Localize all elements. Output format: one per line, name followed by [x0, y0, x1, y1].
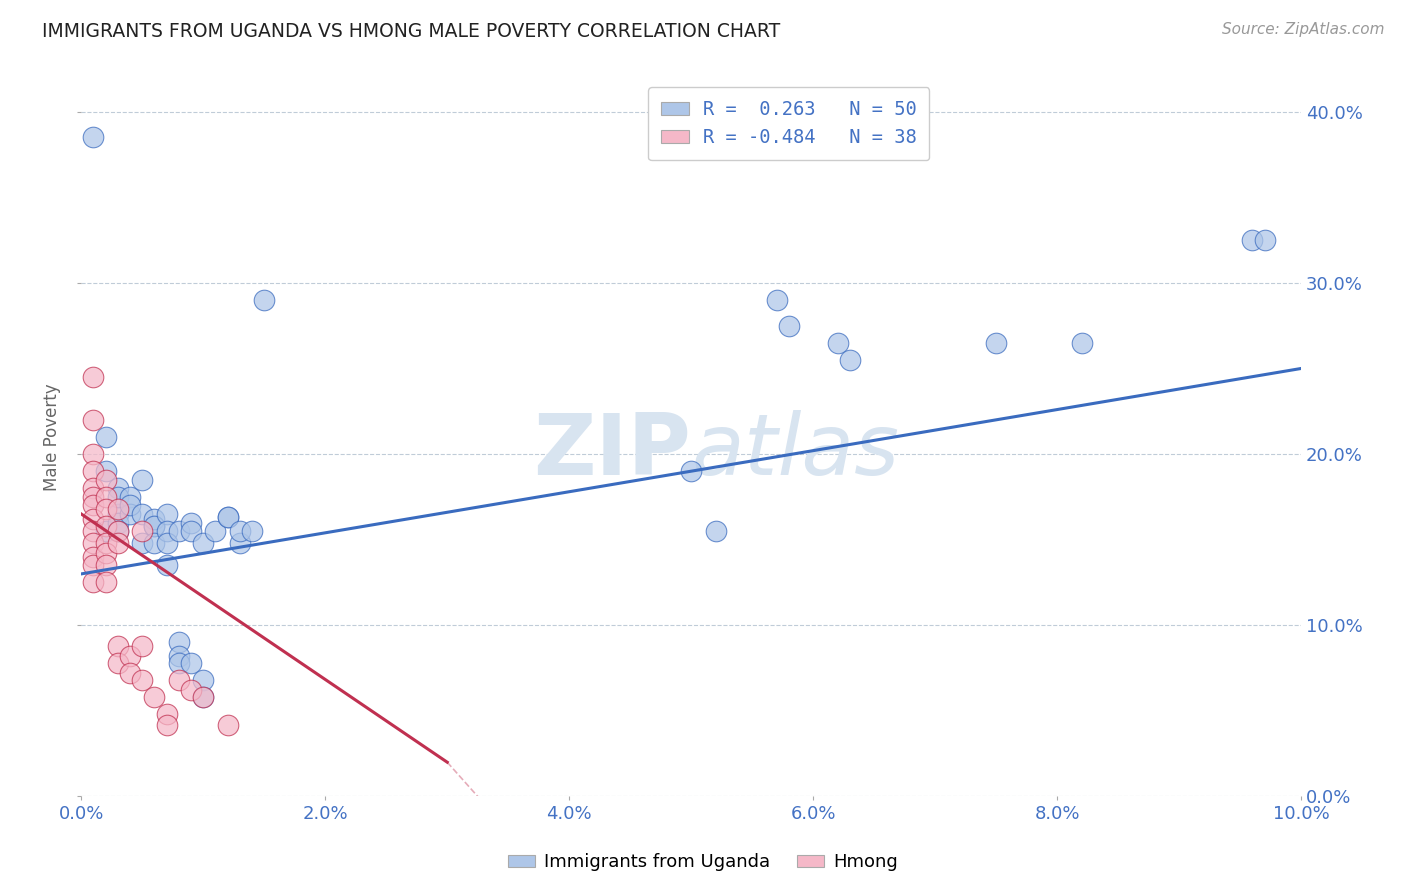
Point: [82, 447, 104, 461]
Point: [94, 430, 117, 444]
Point: [156, 558, 179, 573]
Point: [167, 635, 190, 649]
Point: [131, 473, 153, 487]
Point: [107, 524, 129, 538]
Point: [94, 464, 117, 478]
Point: [118, 490, 141, 504]
Point: [827, 335, 849, 350]
Point: [167, 524, 190, 538]
Point: [82, 558, 104, 573]
Point: [131, 673, 153, 687]
Point: [229, 524, 252, 538]
Point: [765, 293, 787, 307]
Point: [180, 524, 202, 538]
Point: [131, 536, 153, 550]
Point: [986, 335, 1008, 350]
Point: [82, 499, 104, 513]
Point: [156, 507, 179, 521]
Point: [778, 318, 800, 333]
Point: [143, 519, 166, 533]
Text: IMMIGRANTS FROM UGANDA VS HMONG MALE POVERTY CORRELATION CHART: IMMIGRANTS FROM UGANDA VS HMONG MALE POV…: [42, 22, 780, 41]
Point: [82, 413, 104, 427]
Point: [107, 490, 129, 504]
Point: [167, 673, 190, 687]
Legend: R =  0.263   N = 50, R = -0.484   N = 38: R = 0.263 N = 50, R = -0.484 N = 38: [648, 87, 929, 161]
Point: [94, 490, 117, 504]
Point: [82, 464, 104, 478]
Point: [82, 512, 104, 526]
Point: [1070, 335, 1092, 350]
Point: [143, 519, 166, 533]
Point: [118, 507, 141, 521]
Point: [107, 481, 129, 495]
Point: [838, 352, 860, 367]
Point: [107, 639, 129, 653]
Point: [94, 501, 117, 516]
Point: [143, 536, 166, 550]
Point: [82, 130, 104, 145]
Point: [94, 519, 117, 533]
Point: [107, 524, 129, 538]
Point: [204, 524, 226, 538]
Point: [94, 558, 117, 573]
Point: [107, 656, 129, 670]
Point: [118, 649, 141, 664]
Y-axis label: Male Poverty: Male Poverty: [44, 384, 60, 491]
Point: [94, 546, 117, 560]
Point: [167, 656, 190, 670]
Point: [118, 499, 141, 513]
Point: [118, 666, 141, 681]
Point: [82, 536, 104, 550]
Point: [131, 524, 153, 538]
Point: [143, 512, 166, 526]
Text: atlas: atlas: [692, 409, 900, 492]
Point: [82, 370, 104, 384]
Point: [217, 717, 239, 731]
Point: [156, 536, 179, 550]
Point: [156, 524, 179, 538]
Point: [167, 649, 190, 664]
Point: [193, 690, 215, 705]
Point: [180, 656, 202, 670]
Point: [193, 690, 215, 705]
Point: [193, 536, 215, 550]
Point: [180, 683, 202, 698]
Point: [240, 524, 263, 538]
Point: [217, 510, 239, 524]
Point: [131, 639, 153, 653]
Point: [156, 707, 179, 722]
Point: [107, 507, 129, 521]
Text: ZIP: ZIP: [533, 409, 692, 492]
Point: [217, 510, 239, 524]
Point: [1241, 233, 1264, 247]
Point: [253, 293, 276, 307]
Point: [82, 575, 104, 590]
Point: [94, 473, 117, 487]
Text: Source: ZipAtlas.com: Source: ZipAtlas.com: [1222, 22, 1385, 37]
Point: [94, 536, 117, 550]
Point: [1253, 233, 1275, 247]
Point: [131, 507, 153, 521]
Point: [94, 575, 117, 590]
Point: [107, 501, 129, 516]
Point: [107, 536, 129, 550]
Point: [143, 690, 166, 705]
Point: [107, 516, 129, 530]
Point: [82, 524, 104, 538]
Point: [156, 717, 179, 731]
Point: [94, 524, 117, 538]
Point: [193, 673, 215, 687]
Point: [82, 490, 104, 504]
Point: [180, 516, 202, 530]
Point: [704, 524, 727, 538]
Legend: Immigrants from Uganda, Hmong: Immigrants from Uganda, Hmong: [501, 847, 905, 879]
Point: [681, 464, 703, 478]
Point: [82, 481, 104, 495]
Point: [82, 549, 104, 564]
Point: [229, 536, 252, 550]
